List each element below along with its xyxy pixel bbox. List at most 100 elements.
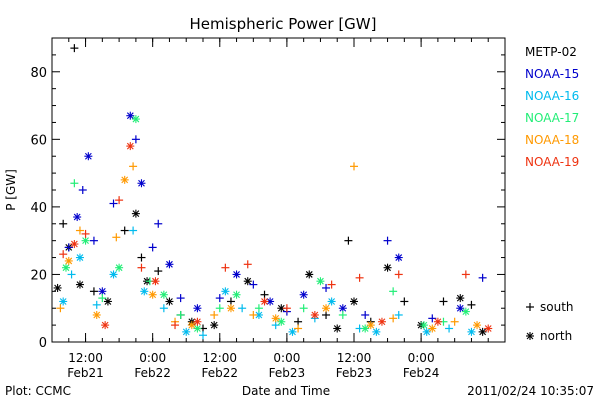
north-marker xyxy=(372,327,381,336)
south-marker xyxy=(299,304,308,313)
south-marker xyxy=(254,304,263,313)
south-marker xyxy=(210,310,219,319)
north-marker xyxy=(260,297,269,306)
south-marker xyxy=(98,294,107,303)
legend-item: NOAA-17 xyxy=(525,111,579,125)
south-marker xyxy=(115,196,124,205)
south-marker xyxy=(221,263,230,272)
x-tick-label: 12:00 xyxy=(202,351,237,365)
south-marker xyxy=(238,304,247,313)
north-marker xyxy=(221,287,230,296)
north-marker xyxy=(81,236,90,245)
south-marker xyxy=(89,287,98,296)
south-marker xyxy=(383,236,392,245)
north-marker xyxy=(109,270,118,279)
north-marker xyxy=(73,213,82,222)
legend-item: NOAA-15 xyxy=(525,67,579,81)
x-tick-date: Feb23 xyxy=(336,366,373,380)
north-marker xyxy=(299,290,308,299)
plot-frame xyxy=(51,37,506,343)
south-marker xyxy=(394,310,403,319)
north-marker xyxy=(383,263,392,272)
north-marker xyxy=(232,290,241,299)
x-tick-label: 12:00 xyxy=(337,351,372,365)
legend-item: NOAA-19 xyxy=(525,155,579,169)
south-marker xyxy=(338,310,347,319)
north-marker xyxy=(151,277,160,286)
north-marker xyxy=(193,317,202,326)
north-marker xyxy=(98,287,107,296)
north-marker xyxy=(338,304,347,313)
data-points xyxy=(53,44,493,340)
north-marker xyxy=(316,277,325,286)
north-marker xyxy=(120,175,129,184)
north-marker xyxy=(165,297,174,306)
x-tick-date: Feb22 xyxy=(134,366,171,380)
south-marker xyxy=(389,287,398,296)
y-axis: 0 20 40 60 80 xyxy=(30,54,505,351)
south-marker xyxy=(389,314,398,323)
north-marker xyxy=(53,283,62,292)
south-marker xyxy=(450,317,459,326)
x-tick-date: Feb24 xyxy=(403,366,440,380)
south-marker xyxy=(327,280,336,289)
south-marker xyxy=(271,321,280,330)
legend-item: METP-02 xyxy=(525,45,577,59)
north-marker xyxy=(310,310,319,319)
south-marker xyxy=(78,186,87,194)
y-tick-label: 40 xyxy=(30,201,47,216)
north-marker xyxy=(419,321,428,330)
x-axis-label: Date and Time xyxy=(242,384,330,398)
north-marker xyxy=(140,287,149,296)
north-marker xyxy=(277,304,286,313)
south-marker xyxy=(249,280,258,289)
south-marker xyxy=(282,304,291,313)
south-marker xyxy=(294,317,303,326)
north-marker xyxy=(361,324,370,333)
north-marker xyxy=(70,240,79,249)
south-marker xyxy=(445,324,454,333)
x-tick-date: Feb22 xyxy=(202,366,239,380)
south-legend-marker xyxy=(526,303,534,311)
y-tick-label: 0 xyxy=(39,336,47,351)
north-marker xyxy=(377,317,386,326)
south-marker xyxy=(215,294,224,303)
south-marker xyxy=(322,283,331,292)
south-marker xyxy=(199,331,207,340)
south-marker xyxy=(131,135,140,144)
x-tick-label: 0:00 xyxy=(139,351,166,365)
north-marker xyxy=(305,270,314,279)
north-marker xyxy=(277,317,286,326)
south-marker xyxy=(112,233,121,242)
north-marker xyxy=(327,297,336,306)
south-marker xyxy=(226,297,235,306)
x-tick-label: 0:00 xyxy=(408,351,435,365)
y-tick-label: 80 xyxy=(30,66,47,81)
north-marker xyxy=(148,290,157,299)
south-marker xyxy=(129,226,138,235)
south-marker xyxy=(361,310,370,319)
south-marker xyxy=(171,321,180,330)
north-marker xyxy=(137,179,146,188)
north-marker xyxy=(165,260,174,269)
north-marker xyxy=(456,304,465,313)
south-marker xyxy=(92,300,101,309)
south-marker xyxy=(400,297,409,306)
south-marker xyxy=(137,253,146,262)
south-marker xyxy=(70,179,79,188)
south-marker xyxy=(260,290,269,299)
north-marker xyxy=(333,324,342,333)
south-marker xyxy=(81,229,90,238)
north-marker xyxy=(159,290,168,299)
y-axis-label: P [GW] xyxy=(4,169,18,211)
north-marker xyxy=(193,324,202,333)
north-marker xyxy=(103,297,112,306)
north-marker xyxy=(210,321,219,330)
north-marker xyxy=(92,310,101,319)
north-marker xyxy=(187,321,196,330)
north-marker xyxy=(271,314,280,323)
south-marker xyxy=(89,236,98,245)
north-marker xyxy=(131,115,140,124)
plot-timestamp: 2011/02/24 10:35:07 xyxy=(467,384,594,398)
south-marker xyxy=(176,310,185,319)
